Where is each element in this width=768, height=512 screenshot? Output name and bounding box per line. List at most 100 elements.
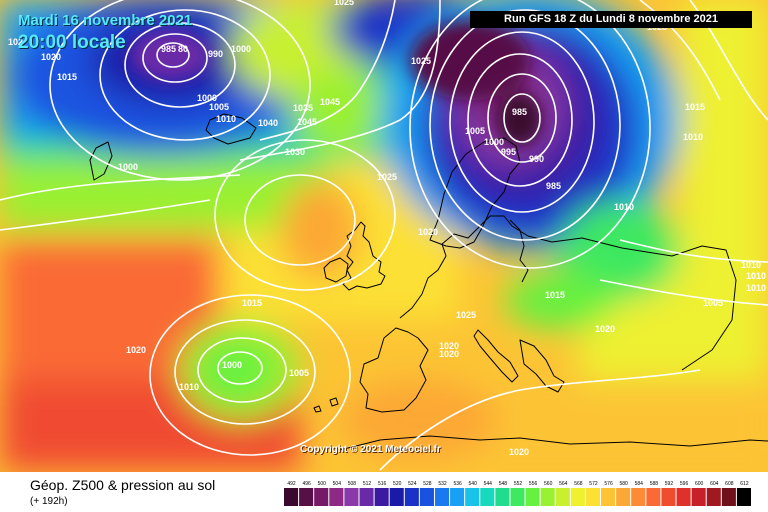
color-scale-bar: 492 496 500 504 508 512 516 520 524 528 532 536 540 5… [284, 481, 751, 506]
isobar-label: 1005 [289, 368, 309, 378]
scale-swatch [721, 488, 736, 506]
isobar-label: 990 [529, 154, 544, 164]
isobar-label: 102 [8, 37, 23, 47]
scale-swatch [631, 488, 646, 506]
scale-swatch [676, 488, 691, 506]
scale-tick-label: 552 [514, 481, 523, 487]
isobar-label: 1045 [297, 117, 317, 127]
isobar-label: 1015 [545, 290, 565, 300]
north-africa-coast [339, 435, 768, 451]
isobar-label: 1010 [741, 260, 761, 270]
scale-tick-label: 600 [695, 481, 704, 487]
isobar-label: 1020 [595, 324, 615, 334]
italy-coast [473, 329, 519, 383]
geopotential-color-field [0, 0, 768, 472]
scale-swatch [525, 488, 540, 506]
scale-tick-label: 584 [635, 481, 644, 487]
isobar-label: 1010 [746, 283, 766, 293]
greenland-coast [89, 141, 113, 181]
isobar-label: 1015 [57, 72, 77, 82]
scale-tick-label: 604 [710, 481, 719, 487]
scale-swatch [736, 488, 751, 506]
isobar-label: 985 [512, 107, 527, 117]
isobar-label: 1010 [179, 382, 199, 392]
scale-tick-label: 580 [620, 481, 629, 487]
scale-swatch [555, 488, 570, 506]
isobar-label: 1010 [614, 202, 634, 212]
scale-swatch [661, 488, 676, 506]
canary-islands-coast [313, 397, 339, 413]
isobar-label: 1035 [293, 103, 313, 113]
scale-swatch [284, 488, 299, 506]
ireland-coast [323, 257, 349, 283]
model-run-info: Run GFS 18 Z du Lundi 8 novembre 2021 [470, 11, 752, 28]
scale-tick-label: 492 [287, 481, 296, 487]
isobar-label: 1000 [484, 137, 504, 147]
forecast-local-time: 20:00 locale [18, 32, 126, 53]
isobar-label: 995 [501, 147, 516, 157]
isobar-label: 990 [208, 49, 223, 59]
europe-mainland-coast [399, 215, 737, 371]
scale-swatch [389, 488, 404, 506]
isobar-label: 1010 [683, 132, 703, 142]
scale-tick-label: 592 [665, 481, 674, 487]
isobar-label: 1040 [258, 118, 278, 128]
isobar-label: 80 [178, 44, 188, 54]
isobar-label: 1020 [509, 447, 529, 457]
scale-tick-label: 524 [408, 481, 417, 487]
coastlines [89, 113, 768, 451]
scale-tick-label: 532 [438, 481, 447, 487]
scale-swatch [374, 488, 389, 506]
baltic-coast [509, 219, 529, 283]
isobar-label: 1020 [439, 349, 459, 359]
isobars [0, 0, 768, 471]
isobar-label: 1000 [118, 162, 138, 172]
iberia-coast [359, 327, 429, 413]
geopotential-map: 9858099010001025102510201021015100010051… [0, 0, 768, 472]
scale-tick-label: 508 [348, 481, 357, 487]
scale-swatch [495, 488, 510, 506]
scale-swatch [314, 488, 329, 506]
forecast-date: Mardi 16 novembre 2021 [18, 12, 193, 29]
balkans-coast [519, 339, 565, 393]
great-britain-coast [342, 221, 386, 291]
scale-tick-label: 536 [453, 481, 462, 487]
isobar-label: 1020 [41, 52, 61, 62]
scale-swatch [450, 488, 465, 506]
isobar-label: 1020 [439, 341, 459, 351]
isobar-label: 985 [546, 181, 561, 191]
isobar-label: 1015 [242, 298, 262, 308]
scale-swatch [646, 488, 661, 506]
scale-tick-label: 612 [740, 481, 749, 487]
isobar-label: 1025 [377, 172, 397, 182]
isobar-label: 1030 [285, 147, 305, 157]
isobar-label: 1010 [746, 271, 766, 281]
scale-tick-label: 596 [680, 481, 689, 487]
scale-swatch [359, 488, 374, 506]
scale-swatch [465, 488, 480, 506]
scale-tick-label: 520 [393, 481, 402, 487]
isobar-label: 1000 [222, 360, 242, 370]
iceland-coast [205, 113, 257, 145]
scale-tick-label: 544 [484, 481, 493, 487]
copyright-notice: Copyright © 2021 Meteociel.fr [300, 444, 441, 455]
scale-tick-label: 572 [589, 481, 598, 487]
isobar-label: 1005 [209, 102, 229, 112]
scale-swatch [344, 488, 359, 506]
scale-tick-label: 588 [650, 481, 659, 487]
scale-tick-label: 576 [604, 481, 613, 487]
isobar-labels: 9858099010001025102510201021015100010051… [8, 0, 766, 457]
scale-swatch [706, 488, 721, 506]
scale-swatch [585, 488, 601, 506]
scale-swatch [616, 488, 631, 506]
scale-tick-label: 556 [529, 481, 538, 487]
scale-swatch [329, 488, 344, 506]
scale-tick-label: 516 [378, 481, 387, 487]
scale-tick-label: 568 [574, 481, 583, 487]
scale-swatch [299, 488, 314, 506]
map-title: Géop. Z500 & pression au sol [30, 477, 216, 493]
isobar-label: 1010 [216, 114, 236, 124]
scale-swatch [510, 488, 525, 506]
scale-swatch [691, 488, 706, 506]
